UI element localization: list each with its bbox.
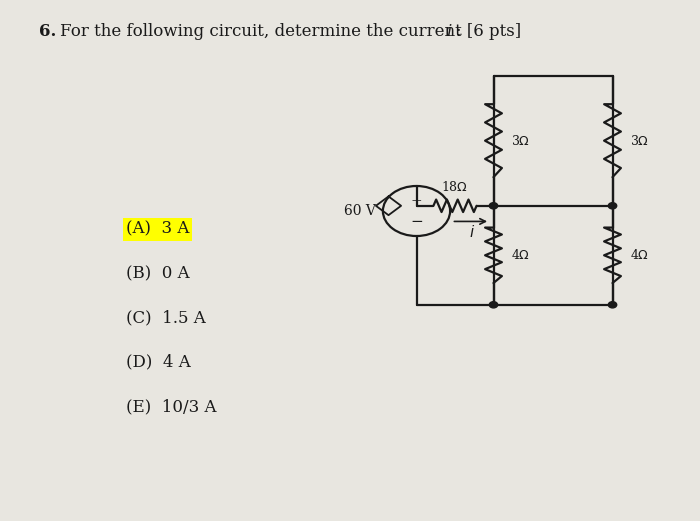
Text: 3$\Omega$: 3$\Omega$ <box>511 134 530 147</box>
Text: (E)  10/3 A: (E) 10/3 A <box>126 398 216 415</box>
Circle shape <box>608 302 617 308</box>
Text: 4$\Omega$: 4$\Omega$ <box>630 249 649 262</box>
Circle shape <box>489 302 498 308</box>
Circle shape <box>608 203 617 209</box>
Text: −: − <box>410 215 423 229</box>
Text: (A)  3 A: (A) 3 A <box>126 221 190 238</box>
Text: (D)  4 A: (D) 4 A <box>126 354 190 370</box>
Text: 4$\Omega$: 4$\Omega$ <box>511 249 530 262</box>
Text: (C)  1.5 A: (C) 1.5 A <box>126 309 206 326</box>
Text: : [6 pts]: : [6 pts] <box>456 23 521 41</box>
Text: $i$: $i$ <box>470 224 475 240</box>
Circle shape <box>489 203 498 209</box>
Text: (B)  0 A: (B) 0 A <box>126 265 190 282</box>
Text: For the following circuit, determine the current: For the following circuit, determine the… <box>60 23 466 41</box>
Text: 60 V: 60 V <box>344 204 376 218</box>
Text: +: + <box>411 193 422 207</box>
Text: 3$\Omega$: 3$\Omega$ <box>630 134 649 147</box>
Text: 6.: 6. <box>38 23 56 41</box>
Text: i: i <box>446 23 452 41</box>
Text: 18$\Omega$: 18$\Omega$ <box>442 180 468 194</box>
